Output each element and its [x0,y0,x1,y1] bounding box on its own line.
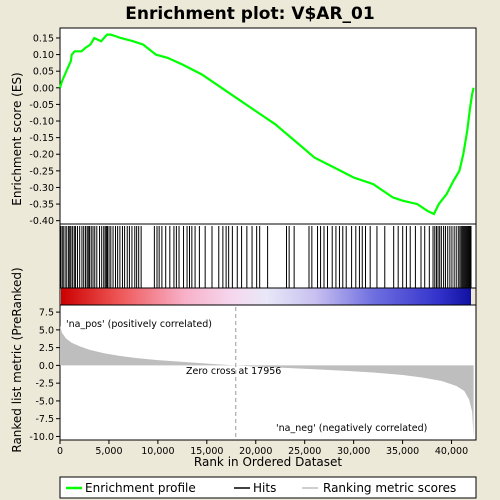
metric-y-tick-label: 7.5 [39,308,54,319]
x-tick-label: 5,000 [95,446,122,457]
metric-y-tick-label: -10.0 [29,432,54,443]
es-y-tick-label: 0.15 [33,33,54,44]
x-tick-label: 25,000 [288,446,321,457]
enrichment-profile-line [58,33,475,216]
x-tick-label: 30,000 [337,446,370,457]
metric-y-axis: -10.0 -7.5 -5.0 -2.5 0.0 2.5 5.0 7.5 [29,308,60,443]
es-y-tick-label: 0.00 [33,83,54,94]
metric-y-tick-label: 5.0 [39,325,54,336]
es-y-tick-label: 0.10 [33,50,54,61]
metric-y-axis-label: Ranked list metric (PreRanked) [10,267,24,452]
x-axis: 0 5,000 10,000 15,000 20,000 25,000 30,000 35,0… [57,440,468,457]
metric-y-tick-label: 0.0 [39,361,54,372]
legend-metric-label: Ranking metric scores [323,481,456,495]
hits-marks [60,226,472,288]
es-y-tick-label: -0.40 [29,216,54,227]
x-tick-label: 35,000 [386,446,419,457]
chart-title: Enrichment plot: V$AR_01 [125,4,374,24]
es-y-tick-label: -0.05 [29,100,54,111]
legend-hits-label: Hits [253,481,276,495]
metric-y-tick-label: -5.0 [35,396,54,407]
rank-color-bar [61,288,471,305]
x-tick-label: 20,000 [239,446,272,457]
es-panel [59,27,477,225]
metric-y-tick-label: 2.5 [39,343,54,354]
x-axis-label: Rank in Ordered Dataset [194,455,342,469]
x-tick-label: 10,000 [141,446,174,457]
legend-box [59,476,477,499]
metric-y-tick-label: -7.5 [35,414,54,425]
es-y-tick-label: -0.30 [29,183,54,194]
es-y-tick-label: -0.35 [29,200,54,211]
x-tick-label: 15,000 [190,446,223,457]
es-y-tick-label: -0.10 [29,117,54,128]
es-y-tick-label: -0.20 [29,150,54,161]
pos-label: 'na_pos' (positively correlated) [66,319,212,330]
es-y-tick-label: 0.05 [33,67,54,78]
x-tick-label: 0 [57,446,63,457]
es-y-tick-label: -0.25 [29,166,54,177]
neg-label: 'na_neg' (negatively correlated) [276,423,427,434]
es-y-axis: -0.40 -0.35 -0.30 -0.25 -0.20 -0.15 -0.10 -0.05… [29,33,60,227]
legend-profile-label: Enrichment profile [85,481,196,495]
zero-cross-label: Zero cross at 17956 [186,366,281,377]
x-tick-label: 40,000 [435,446,468,457]
es-y-axis-label: Enrichment score (ES) [10,72,24,205]
metric-y-tick-label: -2.5 [35,379,54,390]
es-y-tick-label: -0.15 [29,133,54,144]
